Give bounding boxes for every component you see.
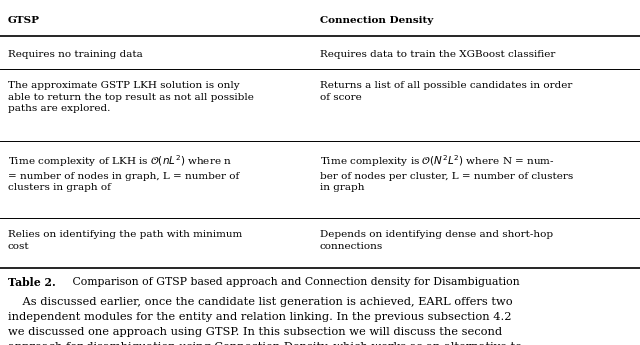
Text: The approximate GSTP LKH solution is only
able to return the top result as not a: The approximate GSTP LKH solution is onl… [8,81,253,113]
Text: Relies on identifying the path with minimum
cost: Relies on identifying the path with mini… [8,230,242,250]
Text: Connection Density: Connection Density [320,16,433,24]
Text: we discussed one approach using GTSP. In this subsection we will discuss the sec: we discussed one approach using GTSP. In… [8,327,502,337]
Text: approach for disambiguation using Connection Density, which works as an alternat: approach for disambiguation using Connec… [8,342,522,345]
Text: independent modules for the entity and relation linking. In the previous subsect: independent modules for the entity and r… [8,312,511,322]
Text: Table 2.: Table 2. [8,277,56,288]
Text: Requires data to train the XGBoost classifier: Requires data to train the XGBoost class… [320,50,556,59]
Text: Requires no training data: Requires no training data [8,50,143,59]
Text: GTSP: GTSP [8,16,40,24]
Text: Time complexity is $\mathcal{O}(N^2L^2)$ where N = num-
ber of nodes per cluster: Time complexity is $\mathcal{O}(N^2L^2)$… [320,154,573,192]
Text: Returns a list of all possible candidates in order
of score: Returns a list of all possible candidate… [320,81,572,101]
Text: Time complexity of LKH is $\mathcal{O}(nL^2)$ where n
= number of nodes in graph: Time complexity of LKH is $\mathcal{O}(n… [8,154,239,192]
Text: As discussed earlier, once the candidate list generation is achieved, EARL offer: As discussed earlier, once the candidate… [8,297,512,307]
Text: Depends on identifying dense and short-hop
connections: Depends on identifying dense and short-h… [320,230,553,250]
Text: Comparison of GTSP based approach and Connection density for Disambiguation: Comparison of GTSP based approach and Co… [69,277,520,287]
